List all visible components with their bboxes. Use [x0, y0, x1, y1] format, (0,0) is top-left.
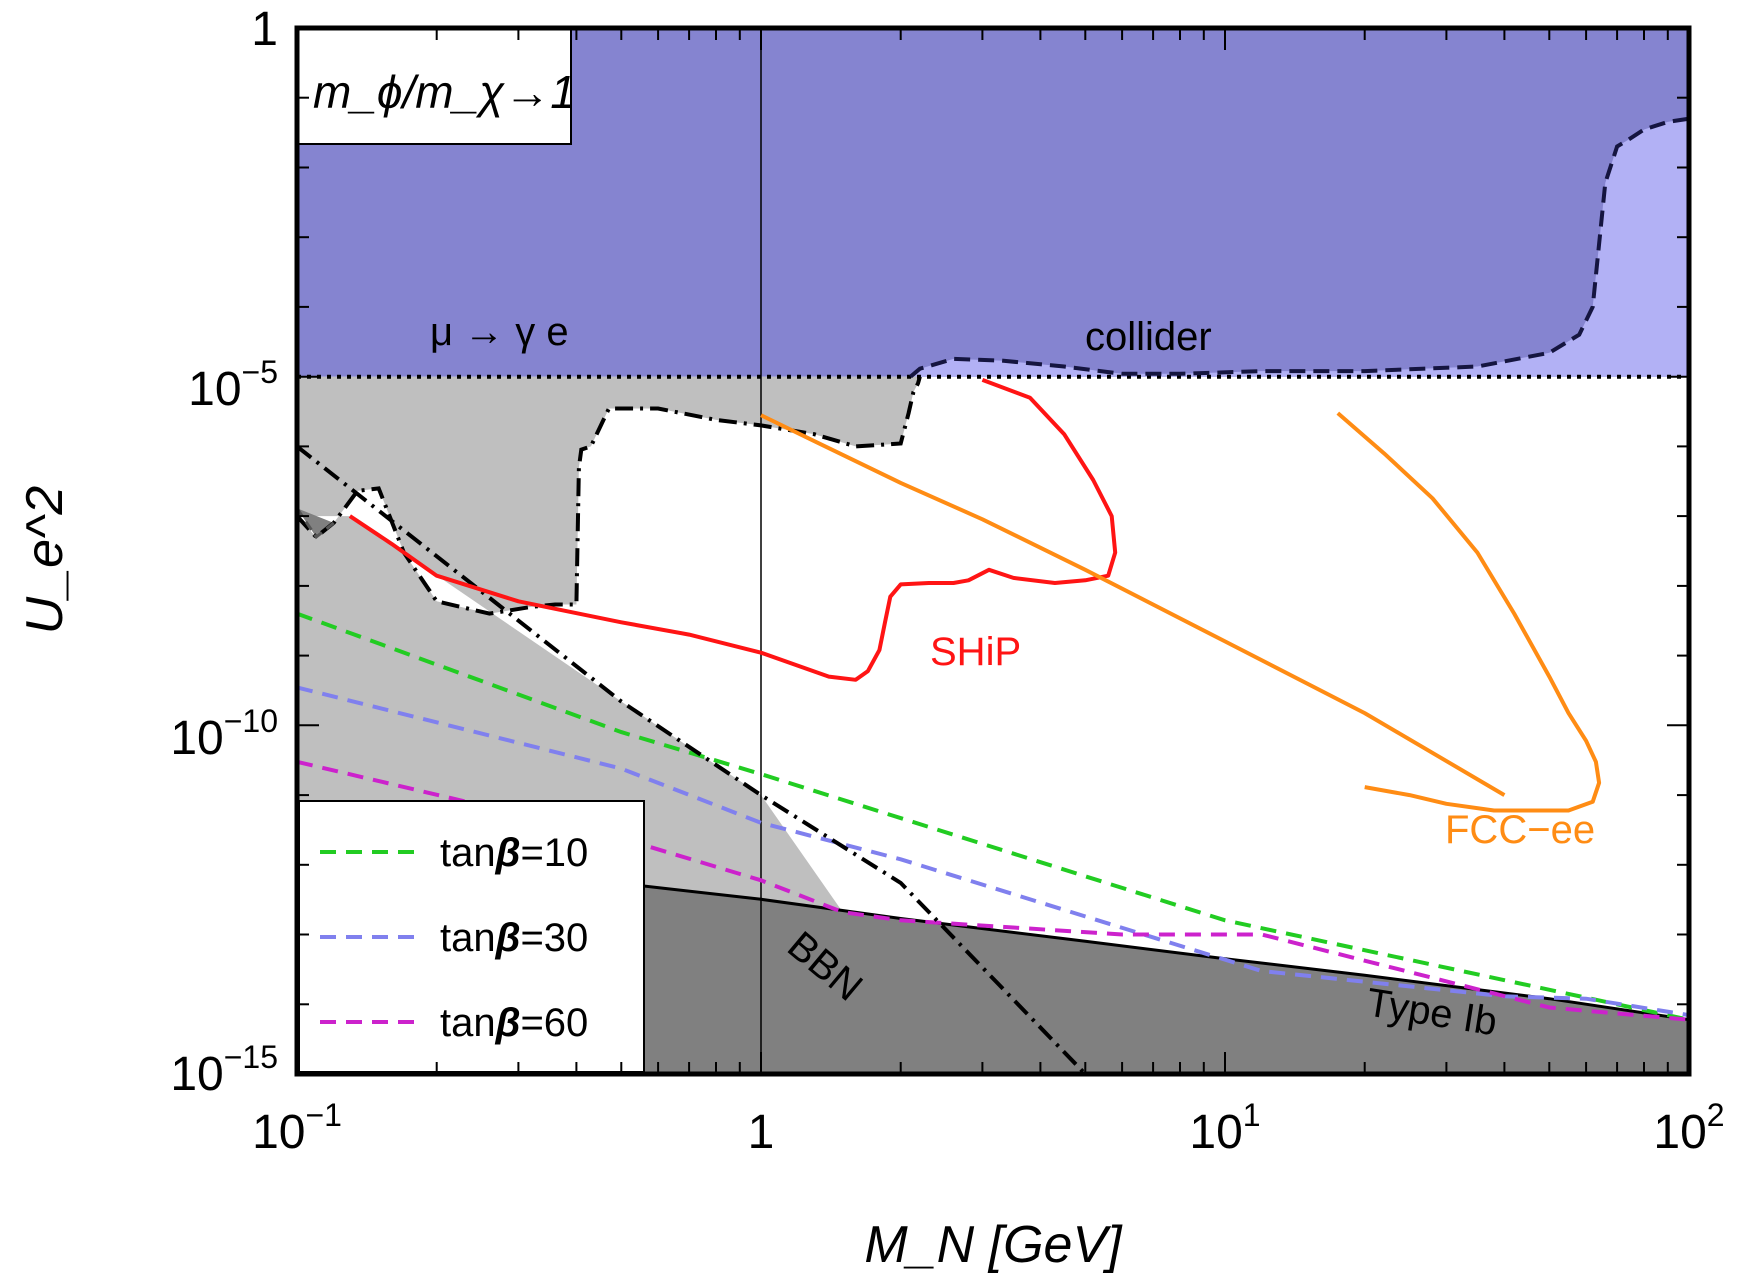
collider-region: [910, 118, 1689, 377]
excluded-gray-region: [297, 376, 920, 913]
x-tick-label-0: 10−1: [252, 1097, 342, 1159]
x-tick-label-2: 101: [1189, 1097, 1260, 1159]
y-tick-label-1: 10−5: [188, 354, 278, 416]
series-ship: [348, 378, 1118, 682]
x-axis-title: M_N [GeV]: [864, 1216, 1123, 1274]
y-tick-label-3: 10−15: [170, 1039, 278, 1101]
series-tanbeta-60: [297, 759, 1689, 1022]
y-tick-label-0: 1: [251, 3, 278, 56]
label-ship: SHiP: [930, 630, 1021, 674]
legend-label-tanbeta-10: tanβ=10: [440, 831, 588, 875]
label-mu-to-gamma-e: μ → γ e: [430, 310, 569, 354]
excluded-boundary-line: [297, 376, 922, 616]
y-tick-label-2: 10−10: [170, 703, 278, 765]
series-tanbeta-30: [297, 685, 1689, 1018]
y-axis-title: U_e^2: [16, 486, 74, 635]
legend-label-tanbeta-60: tanβ=60: [440, 1001, 588, 1045]
plot-frame: [294, 25, 1692, 1077]
legend: tanβ=10 tanβ=30 tanβ=60: [298, 800, 645, 1073]
label-collider: collider: [1085, 315, 1212, 359]
inset-label-box: m_ϕ/m_χ→1: [296, 27, 576, 145]
type-ib-boundary-line: [297, 851, 1689, 1022]
x-tick-label-1: 1: [748, 1106, 775, 1159]
dark-corner-boundary-line: [297, 507, 335, 540]
series-fcc-ee-2: [1336, 411, 1602, 813]
legend-label-tanbeta-30: tanβ=30: [440, 916, 588, 960]
label-fcc-ee: FCC−ee: [1445, 808, 1595, 852]
x-tick-label-3: 102: [1653, 1097, 1724, 1159]
mu-to-gamma-e-region: [297, 28, 1689, 377]
inset-label: m_ϕ/m_χ→1: [313, 66, 576, 118]
series-fcc-ee-1: [760, 413, 1506, 797]
